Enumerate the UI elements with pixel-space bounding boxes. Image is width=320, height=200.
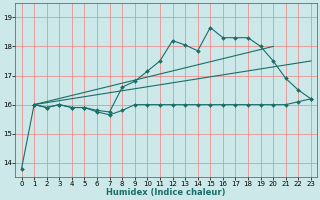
X-axis label: Humidex (Indice chaleur): Humidex (Indice chaleur) (107, 188, 226, 197)
